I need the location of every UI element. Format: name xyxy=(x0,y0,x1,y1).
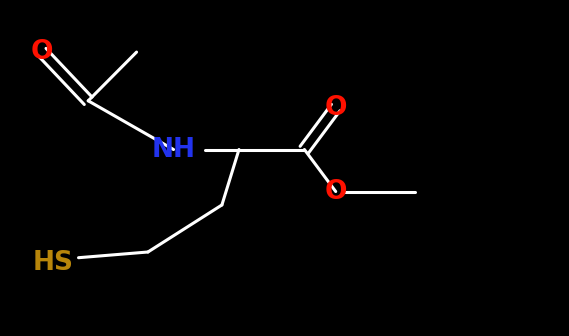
Text: O: O xyxy=(324,94,347,121)
Text: O: O xyxy=(31,39,53,65)
Text: NH: NH xyxy=(151,136,196,163)
Text: HS: HS xyxy=(32,250,73,276)
Text: O: O xyxy=(324,178,347,205)
